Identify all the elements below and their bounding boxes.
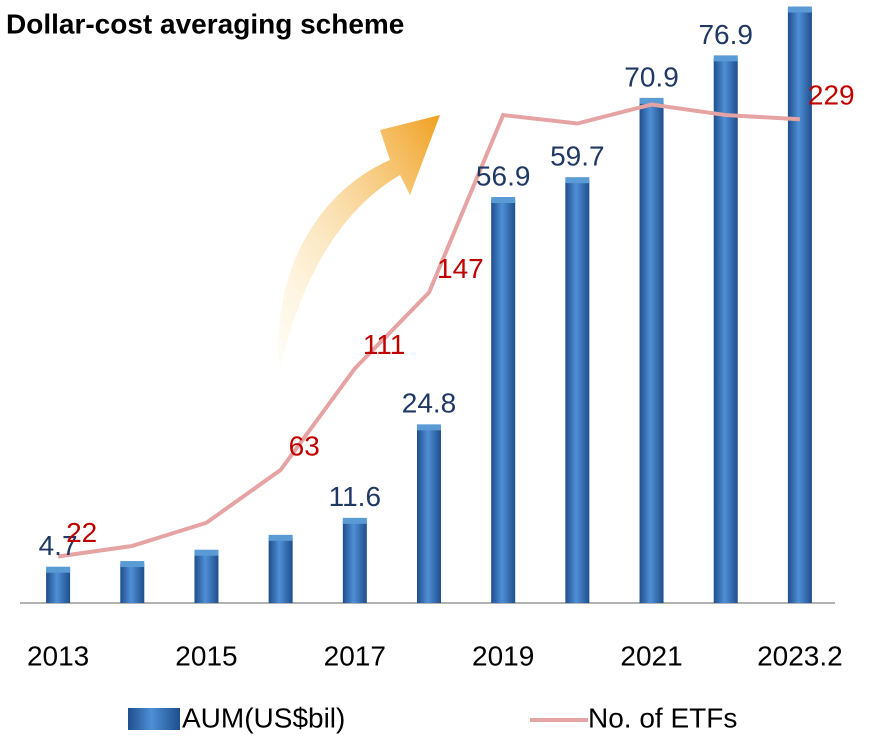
data-label: 59.7 [550, 141, 605, 172]
bar [713, 58, 738, 603]
bar-cap [639, 97, 664, 104]
data-label: 4.7 [39, 530, 78, 561]
data-label: 56.9 [476, 160, 531, 191]
bar [342, 520, 367, 603]
bar [120, 564, 145, 603]
data-label: 111 [363, 329, 406, 360]
x-tick-label: 2021 [620, 640, 682, 671]
legend: AUM(US$bil) No. of ETFs [128, 702, 737, 733]
data-label: 229 [808, 80, 855, 111]
x-tick-label: 2019 [472, 640, 534, 671]
bar-cap [565, 177, 590, 184]
data-label: 76.9 [698, 19, 753, 50]
bar-cap [491, 197, 516, 204]
data-label: 63 [289, 430, 320, 461]
data-label: 24.8 [402, 388, 457, 419]
data-label: 11.6 [329, 481, 381, 512]
decorative-arrow [278, 115, 440, 370]
bar [194, 552, 219, 603]
bar [417, 427, 441, 603]
line [57, 102, 801, 559]
legend-bar-icon [128, 708, 180, 730]
data-label: 147 [437, 253, 484, 284]
chart-title: Dollar-cost averaging scheme [6, 8, 404, 39]
x-tick-label: 2017 [324, 640, 386, 671]
x-tick-label: 2013 [27, 640, 89, 671]
bar-cap [120, 561, 145, 568]
bar-cap [342, 517, 367, 524]
bar-cap [417, 424, 441, 431]
bar-cap [713, 55, 738, 62]
legend-label: AUM(US$bil) [182, 702, 345, 733]
bar [268, 537, 293, 603]
bar-cap [46, 566, 71, 573]
bar-cap [268, 534, 293, 541]
x-tick-label: 2023.2 [757, 640, 843, 671]
x-tick-label: 2015 [175, 640, 237, 671]
data-label: 22 [66, 517, 97, 548]
bar [787, 9, 812, 603]
bar [491, 200, 516, 604]
bar [565, 180, 590, 603]
data-label: 70.9 [624, 61, 679, 92]
bar [639, 100, 664, 603]
bar-cap [194, 549, 219, 556]
legend-label: No. of ETFs [588, 702, 737, 733]
bar-cap [787, 6, 812, 13]
bar [46, 569, 71, 603]
